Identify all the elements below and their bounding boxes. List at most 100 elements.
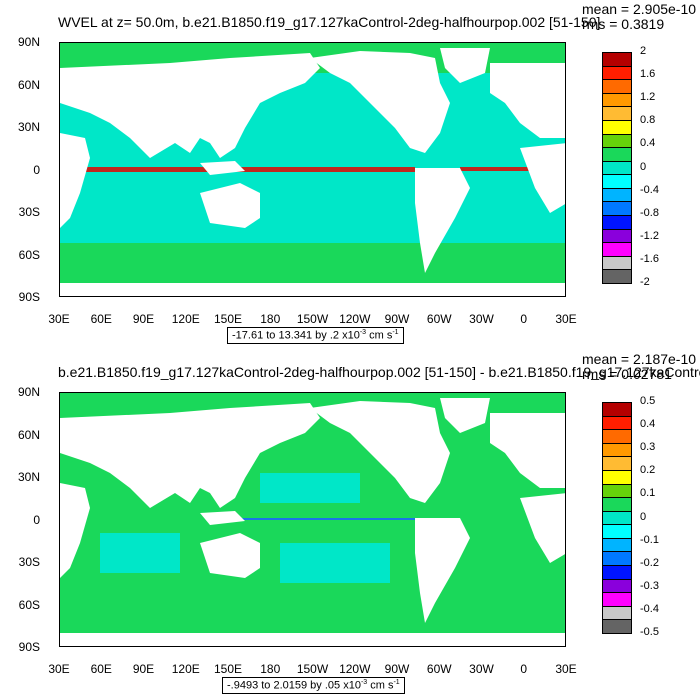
colorbar-swatch <box>602 255 632 271</box>
asia-landmass <box>60 403 320 508</box>
colorbar-label: -2 <box>640 276 650 288</box>
panel2-lon-label: 120W <box>339 662 371 676</box>
panel2-range-units-exp: -1 <box>393 679 400 686</box>
colorbar-swatch <box>602 242 632 257</box>
panel2-mean: mean = 2.187e-10 <box>582 351 697 367</box>
colorbar-swatch <box>602 79 632 94</box>
colorbar-label: -0.3 <box>640 579 659 592</box>
panel2-lat-label: 0 <box>33 512 40 527</box>
panel2-lat-label: 30S <box>18 555 40 569</box>
panel1-lat-label: 90S <box>18 290 40 304</box>
panel1-lon-label: 150W <box>296 312 329 326</box>
colorbar-swatch <box>602 469 632 485</box>
colorbar-swatch <box>602 65 632 81</box>
antarctica-landmass <box>60 283 565 296</box>
land-masses <box>60 48 565 296</box>
panel1-map-svg <box>60 43 565 296</box>
indian-ocean-patch <box>100 533 180 573</box>
panel2-lon-label: 90W <box>384 662 410 676</box>
panel1-lon-label: 90W <box>384 312 410 326</box>
colorbar-swatch <box>602 619 632 634</box>
panel2-lon-label: 150E <box>213 662 243 676</box>
equatorial-band <box>210 518 430 520</box>
panel1-lat-label: 0 <box>33 162 40 177</box>
panel1-lon-label: 60E <box>90 312 112 326</box>
colorbar-swatch <box>602 187 632 203</box>
colorbar-swatch <box>602 201 632 217</box>
panel1-rms: rms = 0.3819 <box>582 16 665 32</box>
land-masses <box>60 398 565 646</box>
colorbar-label: -0.5 <box>640 626 659 638</box>
panel1-lat-label: 30N <box>17 120 40 134</box>
panel1-lon-label: 30E <box>555 312 577 326</box>
panel2-lon-label: 30E <box>555 662 577 676</box>
panel2-lat-label: 90N <box>17 385 40 399</box>
north-america-landmass <box>310 51 450 153</box>
colorbar-swatch <box>602 429 632 444</box>
colorbar-swatch <box>602 537 632 553</box>
panel1-lon-label: 120W <box>339 312 371 326</box>
colorbar-label: 1.2 <box>640 91 656 104</box>
panel2-range-box: -.9493 to 2.0159 by .05 x10-3 cm s-1 <box>222 677 405 694</box>
colorbar-swatch <box>602 215 632 230</box>
europe-landmass <box>490 63 565 138</box>
panel2-range-text: -.9493 to 2.0159 by .05 x10 <box>227 679 361 692</box>
indonesia-landmass <box>200 161 245 175</box>
colorbar-label: -0.2 <box>640 556 659 569</box>
africa-landmass <box>60 483 90 578</box>
africa-west-landmass <box>520 493 565 563</box>
panel2-lon-label: 60W <box>426 662 452 676</box>
panel1-lat-label: 30S <box>18 205 40 219</box>
panel1-lon-label: 180 <box>260 312 281 326</box>
panel1-lon-label: 150E <box>213 312 243 326</box>
panel2-lon-label: 0 <box>520 662 528 676</box>
indonesia-landmass <box>200 511 245 525</box>
panel1-lon-label: 30E <box>48 312 70 326</box>
southern-ocean-band <box>60 243 565 283</box>
panel2-rms: rms = 0.02781 <box>582 366 672 382</box>
panel2-lat-label: 90S <box>18 640 40 654</box>
colorbar-label: -0.8 <box>640 206 659 219</box>
equatorial-upwelling <box>75 167 415 172</box>
australia-landmass <box>200 183 260 228</box>
colorbar-swatch <box>602 133 632 149</box>
colorbar-label: -1.2 <box>640 229 659 242</box>
colorbar-label: -1.6 <box>640 252 659 265</box>
atlantic-equatorial-upwelling <box>460 167 550 171</box>
panel2-map <box>59 392 566 647</box>
panel2-lon-label: 180 <box>260 662 281 676</box>
colorbar-swatch <box>602 497 632 512</box>
panel1-range-units: cm s <box>366 329 393 342</box>
colorbar-label: 2 <box>640 45 647 57</box>
panel2-range-units: cm s <box>367 679 394 692</box>
greenland-landmass <box>440 48 490 83</box>
antarctica-landmass <box>60 633 565 646</box>
panel2-lon-label: 30W <box>469 662 494 676</box>
panel1-title: WVEL at z= 50.0m, b.e21.B1850.f19_g17.12… <box>58 14 601 30</box>
panel2-map-svg <box>60 393 565 646</box>
colorbar-label: -0.4 <box>640 183 659 196</box>
panel1-lon-label: 60W <box>426 312 452 326</box>
panel2-lon-label: 120E <box>171 662 200 676</box>
colorbar-swatch <box>602 442 632 458</box>
colorbar-swatch <box>602 52 632 67</box>
panel2-lon-label: 30E <box>48 662 70 676</box>
colorbar-swatch <box>602 605 632 621</box>
colorbar-label: 0.3 <box>640 441 656 454</box>
colorbar-label: 1.6 <box>640 68 656 81</box>
panel1-lat-label: 60N <box>17 77 40 92</box>
south-america-landmass <box>415 168 470 273</box>
panel2-colorbar: 0.5 0.4 0.3 0.2 0.1 0 -0.1 -0.2 -0.3 -0.4 -0.5 <box>602 395 659 638</box>
colorbar-swatch <box>602 415 632 431</box>
colorbar-swatch <box>602 119 632 135</box>
colorbar-swatch <box>602 483 632 499</box>
africa-landmass <box>60 133 90 228</box>
panel1-lon-label: 90E <box>132 312 155 326</box>
panel2-lon-label: 60E <box>90 662 112 676</box>
panel1-lat-label: 90N <box>17 35 40 49</box>
colorbar-swatch <box>602 551 632 567</box>
colorbar-swatch <box>602 578 632 594</box>
colorbar-label: 0.2 <box>640 464 656 477</box>
australia-landmass <box>200 533 260 578</box>
north-america-landmass <box>310 401 450 503</box>
